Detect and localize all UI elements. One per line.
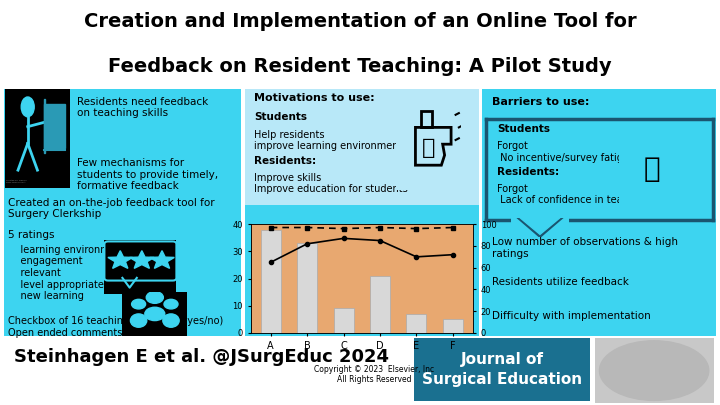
Text: Residents:: Residents:	[498, 167, 559, 177]
Text: Journal of
Surgical Education: Journal of Surgical Education	[422, 352, 582, 387]
Text: 👍: 👍	[422, 139, 435, 158]
Text: Checkbox of 16 teaching behaviors (yes/no)
Open ended comments: Checkbox of 16 teaching behaviors (yes/n…	[9, 316, 224, 338]
Bar	[443, 319, 463, 333]
Text: Use of feedback tool during clerkship blocks & ratings: Use of feedback tool during clerkship bl…	[254, 194, 462, 203]
Ellipse shape	[163, 314, 179, 327]
Text: Motivations to use:: Motivations to use:	[254, 93, 375, 102]
Polygon shape	[150, 251, 174, 269]
Text: Difficulty with implementation: Difficulty with implementation	[492, 311, 650, 322]
Text: Created by: Freepik
From Noun Project: Created by: Freepik From Noun Project	[6, 180, 27, 183]
Text: 👎: 👎	[643, 156, 660, 183]
Text: Copyright © 2023  Elsevier, Inc
All Rights Reserved: Copyright © 2023 Elsevier, Inc All Right…	[315, 364, 434, 384]
FancyBboxPatch shape	[104, 241, 176, 281]
Circle shape	[21, 97, 34, 117]
Text: Forgot
 Lack of confidence in teaching: Forgot Lack of confidence in teaching	[498, 183, 649, 205]
Text: Help residents
improve learning environment: Help residents improve learning environm…	[254, 130, 402, 151]
Polygon shape	[130, 251, 154, 269]
Text: Few mechanisms for
students to provide timely,
formative feedback: Few mechanisms for students to provide t…	[77, 158, 218, 192]
Circle shape	[132, 299, 145, 309]
Bar	[44, 104, 65, 148]
Text: Forgot
 No incentive/survey fatigue: Forgot No incentive/survey fatigue	[498, 141, 636, 163]
Text: Created an on-the-job feedback tool for
Surgery Clerkship: Created an on-the-job feedback tool for …	[9, 198, 215, 220]
Polygon shape	[108, 251, 132, 269]
Text: learning environment
    engagement
    relevant
    level appropriate
    new l: learning environment engagement relevant…	[9, 245, 126, 301]
Polygon shape	[517, 217, 563, 237]
Bar	[297, 243, 317, 333]
Text: Students: Students	[498, 124, 550, 134]
Text: Residents:: Residents:	[254, 156, 316, 166]
Polygon shape	[520, 217, 560, 234]
Text: Feedback on Resident Teaching: A Pilot Study: Feedback on Resident Teaching: A Pilot S…	[108, 57, 612, 76]
Text: 5 ratings: 5 ratings	[9, 230, 55, 240]
Ellipse shape	[130, 314, 147, 327]
Bar	[44, 99, 45, 153]
Text: Students: Students	[254, 112, 307, 122]
Text: ⚕: ⚕	[646, 356, 662, 385]
Text: Residents utilize feedback: Residents utilize feedback	[492, 277, 629, 287]
Text: Residents need feedback
on teaching skills: Residents need feedback on teaching skil…	[77, 96, 209, 118]
Bar	[261, 230, 281, 333]
Circle shape	[164, 299, 178, 309]
Text: Low number of observations & high
ratings: Low number of observations & high rating…	[492, 237, 678, 259]
Ellipse shape	[145, 307, 165, 321]
Text: Creation and Implementation of an Online Tool for: Creation and Implementation of an Online…	[84, 12, 636, 31]
Text: Steinhagen E et al. @JSurgEduc 2024: Steinhagen E et al. @JSurgEduc 2024	[14, 348, 390, 366]
Bar	[333, 309, 354, 333]
Circle shape	[146, 292, 163, 303]
Text: Barriers to use:: Barriers to use:	[492, 96, 589, 107]
Circle shape	[600, 341, 708, 401]
Bar	[407, 314, 426, 333]
Text: Use of feedback tool during clerkship blocks & ratings: Use of feedback tool during clerkship bl…	[254, 194, 472, 203]
Bar	[370, 276, 390, 333]
Text: Improve skills
Improve education for students: Improve skills Improve education for stu…	[254, 173, 408, 194]
